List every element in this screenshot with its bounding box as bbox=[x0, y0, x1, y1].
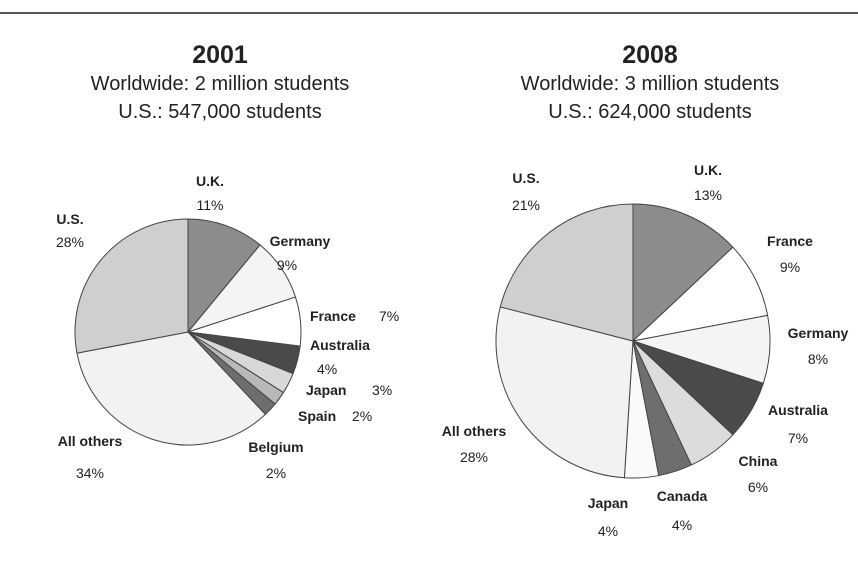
slice-value-label: 4% bbox=[317, 361, 337, 377]
slice-value-label: 9% bbox=[277, 257, 297, 273]
slice-label: All others bbox=[442, 423, 507, 439]
pie-chart-2008: U.K. 13% France 9% Germany 8% Australia 7% China… bbox=[442, 162, 849, 539]
slice-label: China bbox=[739, 453, 778, 469]
slice-value-label: 7% bbox=[788, 430, 808, 446]
slice-label: Spain bbox=[298, 408, 336, 424]
slice-label: Germany bbox=[270, 233, 331, 249]
slice-value-label: 21% bbox=[512, 197, 540, 213]
slice-value-label: 4% bbox=[672, 517, 692, 533]
slice-value-label: 11% bbox=[197, 197, 224, 213]
slice-value-label: 9% bbox=[780, 259, 800, 275]
slice-label: Belgium bbox=[248, 439, 303, 455]
chart-title: 2008 bbox=[622, 41, 678, 69]
slice-value-label: 34% bbox=[76, 465, 104, 481]
slice-value-label: 28% bbox=[460, 449, 488, 465]
slice-label: Japan bbox=[306, 382, 346, 398]
chart-subtitle-us: U.S.: 547,000 students bbox=[118, 101, 322, 123]
chart-subtitle-worldwide: Worldwide: 2 million students bbox=[90, 73, 350, 95]
slice-label: All others bbox=[58, 433, 123, 449]
chart-subtitle-worldwide: Worldwide: 3 million students bbox=[520, 73, 780, 95]
slice-value-label: 8% bbox=[808, 351, 828, 367]
pie-slice-all-others bbox=[76, 331, 267, 446]
slice-label: U.K. bbox=[694, 162, 722, 178]
pie-slice-u-k bbox=[187, 218, 261, 334]
top-rule bbox=[0, 12, 858, 14]
slice-label: France bbox=[310, 308, 356, 324]
slice-label: France bbox=[767, 233, 813, 249]
chart-title: 2001 bbox=[192, 41, 248, 69]
chart-2008: 2008 Worldwide: 3 million students U.S.:… bbox=[440, 40, 858, 560]
pie-slice-all-others bbox=[495, 306, 634, 479]
slice-value-label: 2% bbox=[266, 465, 286, 481]
pie-slice-u-s bbox=[499, 203, 634, 342]
slice-value-label: 3% bbox=[372, 382, 392, 398]
slice-label: Germany bbox=[788, 325, 849, 341]
chart-header: 2001 Worldwide: 2 million students U.S.:… bbox=[10, 40, 430, 126]
pie-slice-u-k bbox=[632, 203, 734, 343]
slice-label: U.S. bbox=[512, 170, 539, 186]
slice-label: Japan bbox=[588, 495, 628, 511]
chart-header: 2008 Worldwide: 3 million students U.S.:… bbox=[440, 40, 858, 126]
slice-label: Canada bbox=[657, 488, 708, 504]
chart-subtitle-us: U.S.: 624,000 students bbox=[548, 101, 752, 123]
slice-label: U.S. bbox=[56, 211, 83, 227]
slice-label: Australia bbox=[310, 337, 370, 353]
slice-label: U.K. bbox=[196, 173, 224, 189]
slice-value-label: 4% bbox=[598, 523, 618, 539]
slice-value-label: 6% bbox=[748, 479, 768, 495]
slice-value-label: 28% bbox=[56, 234, 84, 250]
chart-2001: 2001 Worldwide: 2 million students U.S.:… bbox=[10, 40, 430, 560]
pie-chart-2001: U.K. 11% Germany 9% France 7% Australia 4% Japan… bbox=[56, 173, 399, 481]
slice-value-label: 2% bbox=[352, 408, 372, 424]
slice-value-label: 13% bbox=[694, 187, 722, 203]
slice-value-label: 7% bbox=[379, 308, 399, 324]
pie-slice-u-s bbox=[74, 218, 189, 354]
slice-label: Australia bbox=[768, 402, 828, 418]
